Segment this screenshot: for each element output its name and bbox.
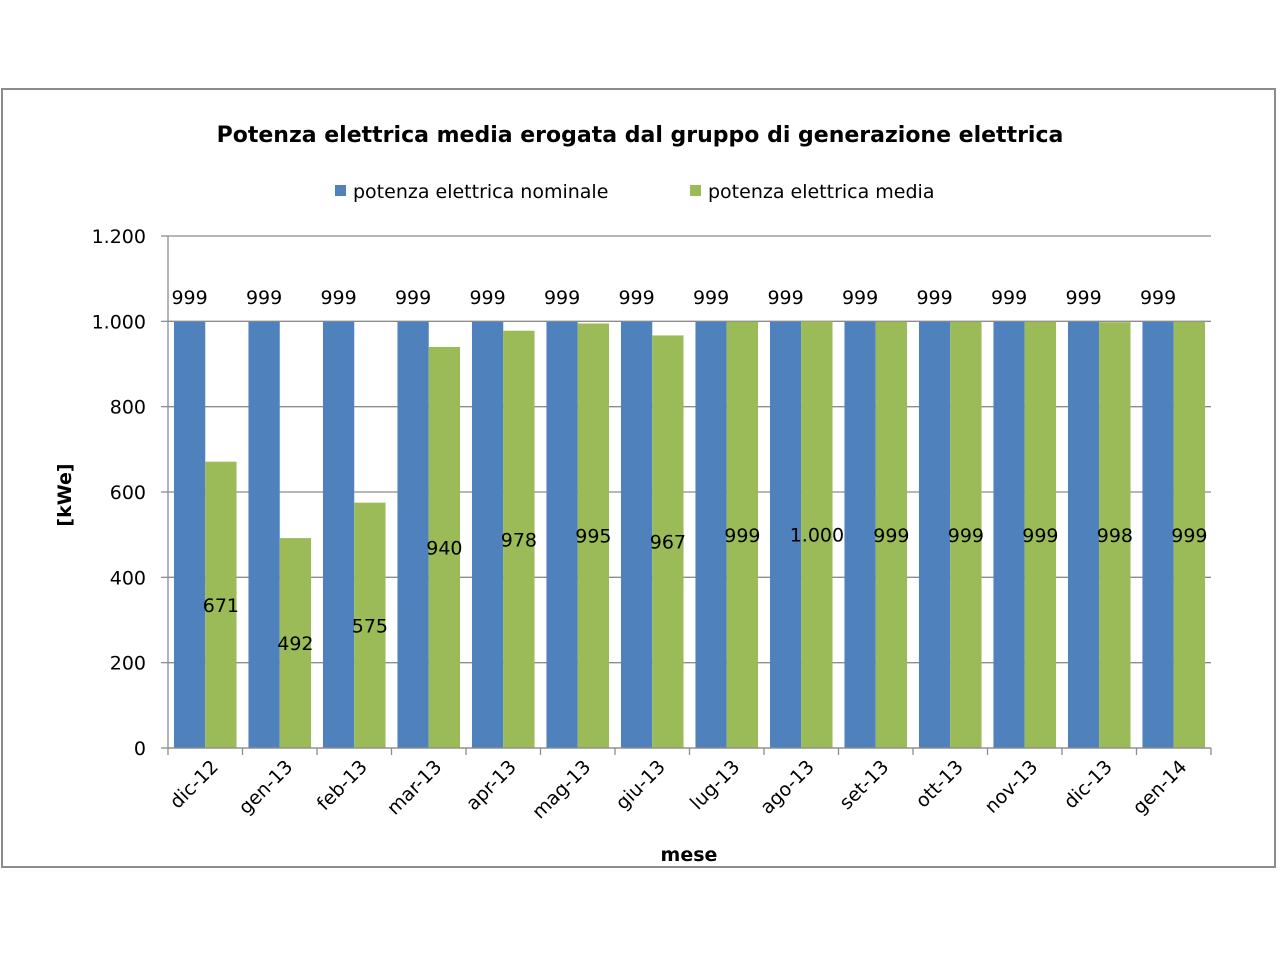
data-label-nominale: 999 — [544, 287, 580, 309]
x-tick-label: gen-14 — [1128, 756, 1191, 819]
data-label-media: 995 — [575, 526, 611, 548]
chart-frame: Potenza elettrica media erogata dal grup… — [1, 88, 1276, 868]
x-tick-label: apr-13 — [462, 756, 521, 815]
bar-media — [1173, 321, 1206, 748]
x-tick-label: mar-13 — [383, 756, 446, 819]
data-label-media: 967 — [650, 532, 686, 554]
x-tick-label: dic-12 — [166, 756, 223, 813]
bar-nominale — [471, 321, 504, 748]
chart-svg: Potenza elettrica media erogata dal grup… — [54, 123, 1212, 866]
bar-media — [205, 461, 237, 748]
bar-nominale — [695, 321, 727, 748]
data-label-nominale: 999 — [916, 287, 952, 309]
legend-swatch-nominale — [335, 185, 346, 196]
data-label-nominale: 999 — [618, 287, 654, 309]
bar-nominale — [248, 321, 280, 748]
data-label-media: 998 — [1097, 525, 1133, 547]
bar-nominale — [620, 321, 653, 748]
data-label-media: 492 — [277, 633, 313, 655]
x-tick-label: nov-13 — [980, 756, 1042, 818]
x-tick-label: ott-13 — [912, 756, 968, 812]
bar-media — [577, 323, 610, 748]
data-label-nominale: 999 — [1140, 287, 1176, 309]
data-label-media: 999 — [873, 525, 909, 547]
bar-nominale — [769, 321, 802, 748]
data-label-media: 999 — [724, 525, 760, 547]
y-tick-label: 1.000 — [92, 311, 146, 333]
x-tick-label: dic-13 — [1060, 756, 1117, 813]
bar-nominale — [844, 321, 876, 748]
x-tick-label: gen-13 — [234, 756, 297, 819]
bar-media — [1099, 322, 1131, 748]
bar-media — [875, 321, 908, 748]
data-label-media: 940 — [426, 537, 462, 559]
y-tick-label: 1.200 — [92, 226, 146, 248]
legend-swatch-media — [690, 185, 701, 196]
bar-nominale — [322, 321, 355, 748]
data-label-nominale: 999 — [1065, 287, 1101, 309]
data-label-nominale: 999 — [246, 287, 282, 309]
bar-media — [428, 346, 461, 748]
x-tick-label: mag-13 — [528, 756, 595, 823]
x-axis-title: mese — [661, 844, 718, 866]
y-tick-label: 400 — [110, 567, 146, 589]
legend-label-media: potenza elettrica media — [708, 181, 934, 203]
data-label-media: 1.000 — [790, 525, 844, 547]
y-axis-title: [kWe] — [54, 463, 76, 526]
bar-nominale — [1067, 321, 1100, 748]
data-label-nominale: 999 — [991, 287, 1027, 309]
bar-media — [726, 321, 759, 748]
bar-media — [279, 538, 312, 748]
bar-nominale — [1142, 321, 1174, 748]
x-tick-label: feb-13 — [313, 756, 372, 815]
bar-media — [801, 321, 833, 748]
bar-media — [354, 502, 386, 748]
data-label-nominale: 999 — [693, 287, 729, 309]
data-label-nominale: 999 — [469, 287, 505, 309]
legend-label-nominale: potenza elettrica nominale — [353, 181, 608, 203]
bar-media — [950, 321, 982, 748]
y-tick-label: 600 — [110, 482, 146, 504]
legend: potenza elettrica nominale potenza elett… — [335, 181, 934, 203]
data-label-media: 575 — [352, 615, 388, 637]
data-label-media: 999 — [1171, 525, 1207, 547]
data-label-nominale: 999 — [171, 287, 207, 309]
bar-nominale — [918, 321, 951, 748]
data-label-nominale: 999 — [767, 287, 803, 309]
bar-nominale — [546, 321, 578, 748]
bar-media — [652, 335, 684, 748]
data-label-nominale: 999 — [320, 287, 356, 309]
bar-media — [1024, 321, 1057, 748]
y-tick-label: 0 — [134, 738, 146, 760]
data-label-media: 999 — [948, 525, 984, 547]
x-tick-label: lug-13 — [686, 756, 744, 814]
chart-title: Potenza elettrica media erogata dal grup… — [217, 123, 1064, 148]
x-tick-label: giu-13 — [612, 756, 670, 814]
bar-nominale — [993, 321, 1025, 748]
x-tick-label: set-13 — [835, 756, 893, 814]
data-label-nominale: 999 — [395, 287, 431, 309]
data-label-media: 999 — [1022, 525, 1058, 547]
bar-nominale — [173, 321, 206, 748]
data-label-nominale: 999 — [842, 287, 878, 309]
bar-media — [503, 330, 535, 748]
bar-nominale — [397, 321, 429, 748]
y-tick-label: 800 — [110, 397, 146, 419]
data-label-media: 978 — [501, 529, 537, 551]
data-label-media: 671 — [203, 595, 239, 617]
y-tick-label: 200 — [110, 653, 146, 675]
x-tick-label: ago-13 — [756, 756, 819, 819]
